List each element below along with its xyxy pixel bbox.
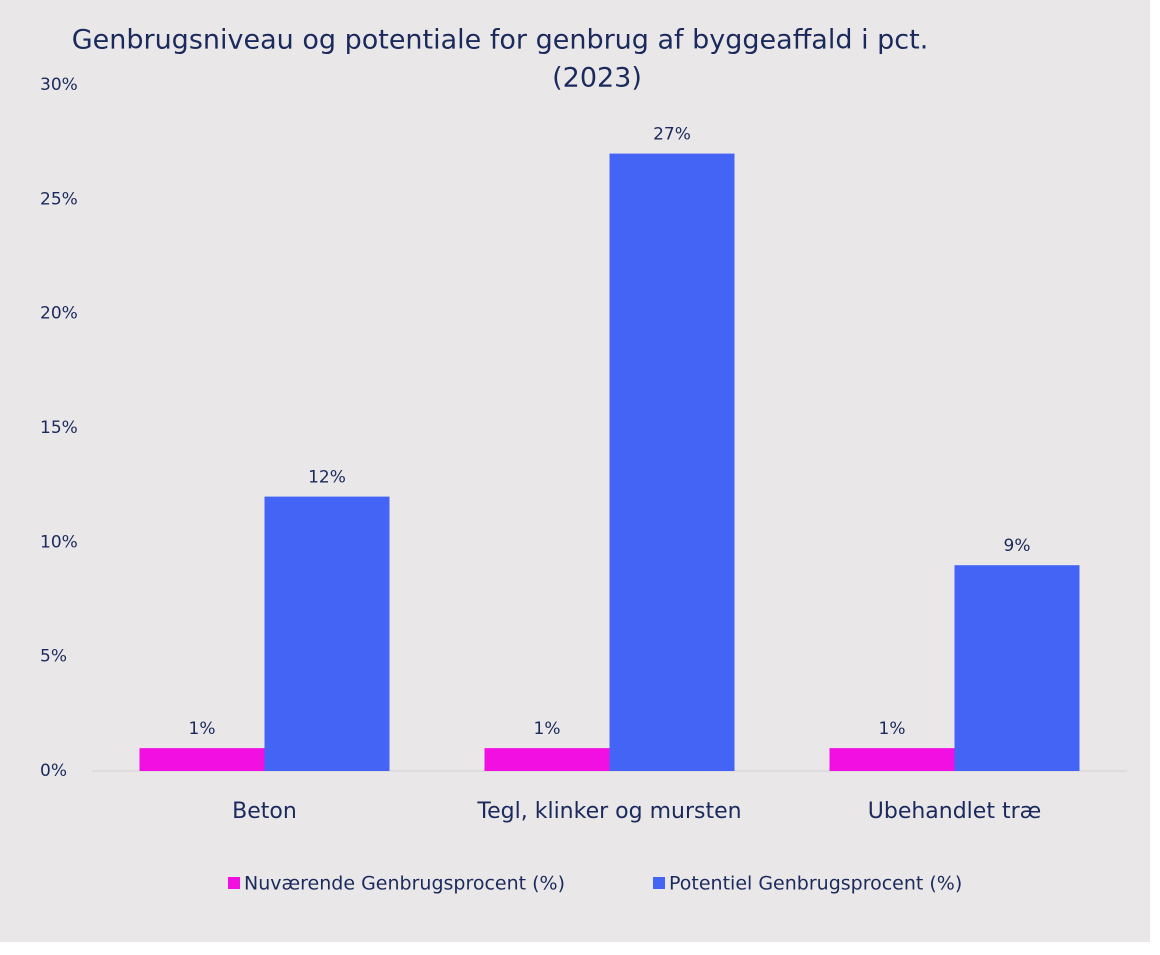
y-tick-label: 5% <box>40 647 67 667</box>
value-label: 12% <box>308 468 346 488</box>
bar <box>264 496 390 771</box>
y-tick-label: 0% <box>40 761 67 781</box>
bar <box>609 153 735 772</box>
chart-title: Genbrugsniveau og potentiale for genbrug… <box>72 25 929 56</box>
legend-label: Potentiel Genbrugsprocent (%) <box>669 873 962 895</box>
y-tick-label: 30% <box>40 75 78 95</box>
value-label: 1% <box>189 719 216 739</box>
chart-title: (2023) <box>552 63 642 94</box>
y-tick-label: 15% <box>40 418 78 438</box>
y-tick-label: 25% <box>40 189 78 209</box>
bar <box>139 748 265 771</box>
legend-label: Nuværende Genbrugsprocent (%) <box>244 873 565 895</box>
x-tick-label: Beton <box>232 799 297 824</box>
bar <box>484 748 610 771</box>
value-label: 1% <box>534 719 561 739</box>
bar <box>954 565 1080 771</box>
value-label: 1% <box>879 719 906 739</box>
value-label: 9% <box>1004 536 1031 556</box>
x-tick-label: Tegl, klinker og mursten <box>476 799 741 824</box>
y-tick-label: 10% <box>40 532 78 552</box>
bar <box>829 748 955 771</box>
y-tick-label: 20% <box>40 304 78 324</box>
legend-swatch <box>228 877 240 889</box>
x-tick-label: Ubehandlet træ <box>868 799 1041 824</box>
value-label: 27% <box>653 125 691 145</box>
chart-background <box>0 0 1150 942</box>
legend-swatch <box>653 877 665 889</box>
